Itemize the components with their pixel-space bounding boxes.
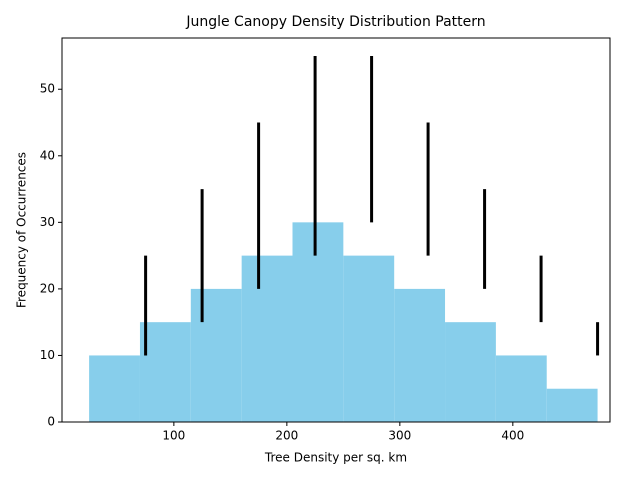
x-tick-label: 200 (275, 429, 298, 443)
x-tick-label: 100 (162, 429, 185, 443)
bar (394, 288, 446, 422)
x-axis-label: Tree Density per sq. km (264, 451, 407, 465)
bar (292, 222, 344, 422)
y-tick-label: 30 (40, 215, 55, 229)
bar (241, 255, 293, 422)
bar (495, 355, 547, 422)
bar (89, 355, 140, 422)
x-tick-label: 400 (501, 429, 524, 443)
bar (139, 322, 191, 422)
bar (343, 255, 395, 422)
y-tick-label: 10 (40, 348, 55, 362)
bar (190, 288, 242, 422)
y-tick-label: 50 (40, 82, 55, 96)
y-axis-label: Frequency of Occurrences (15, 152, 29, 308)
x-tick-label: 300 (388, 429, 411, 443)
bar (546, 388, 598, 422)
bar (445, 322, 496, 422)
y-tick-label: 40 (40, 148, 55, 162)
chart-title: Jungle Canopy Density Distribution Patte… (185, 14, 485, 30)
y-tick-label: 20 (40, 281, 55, 295)
y-tick-label: 0 (47, 415, 55, 429)
axes-frame (61, 37, 611, 423)
